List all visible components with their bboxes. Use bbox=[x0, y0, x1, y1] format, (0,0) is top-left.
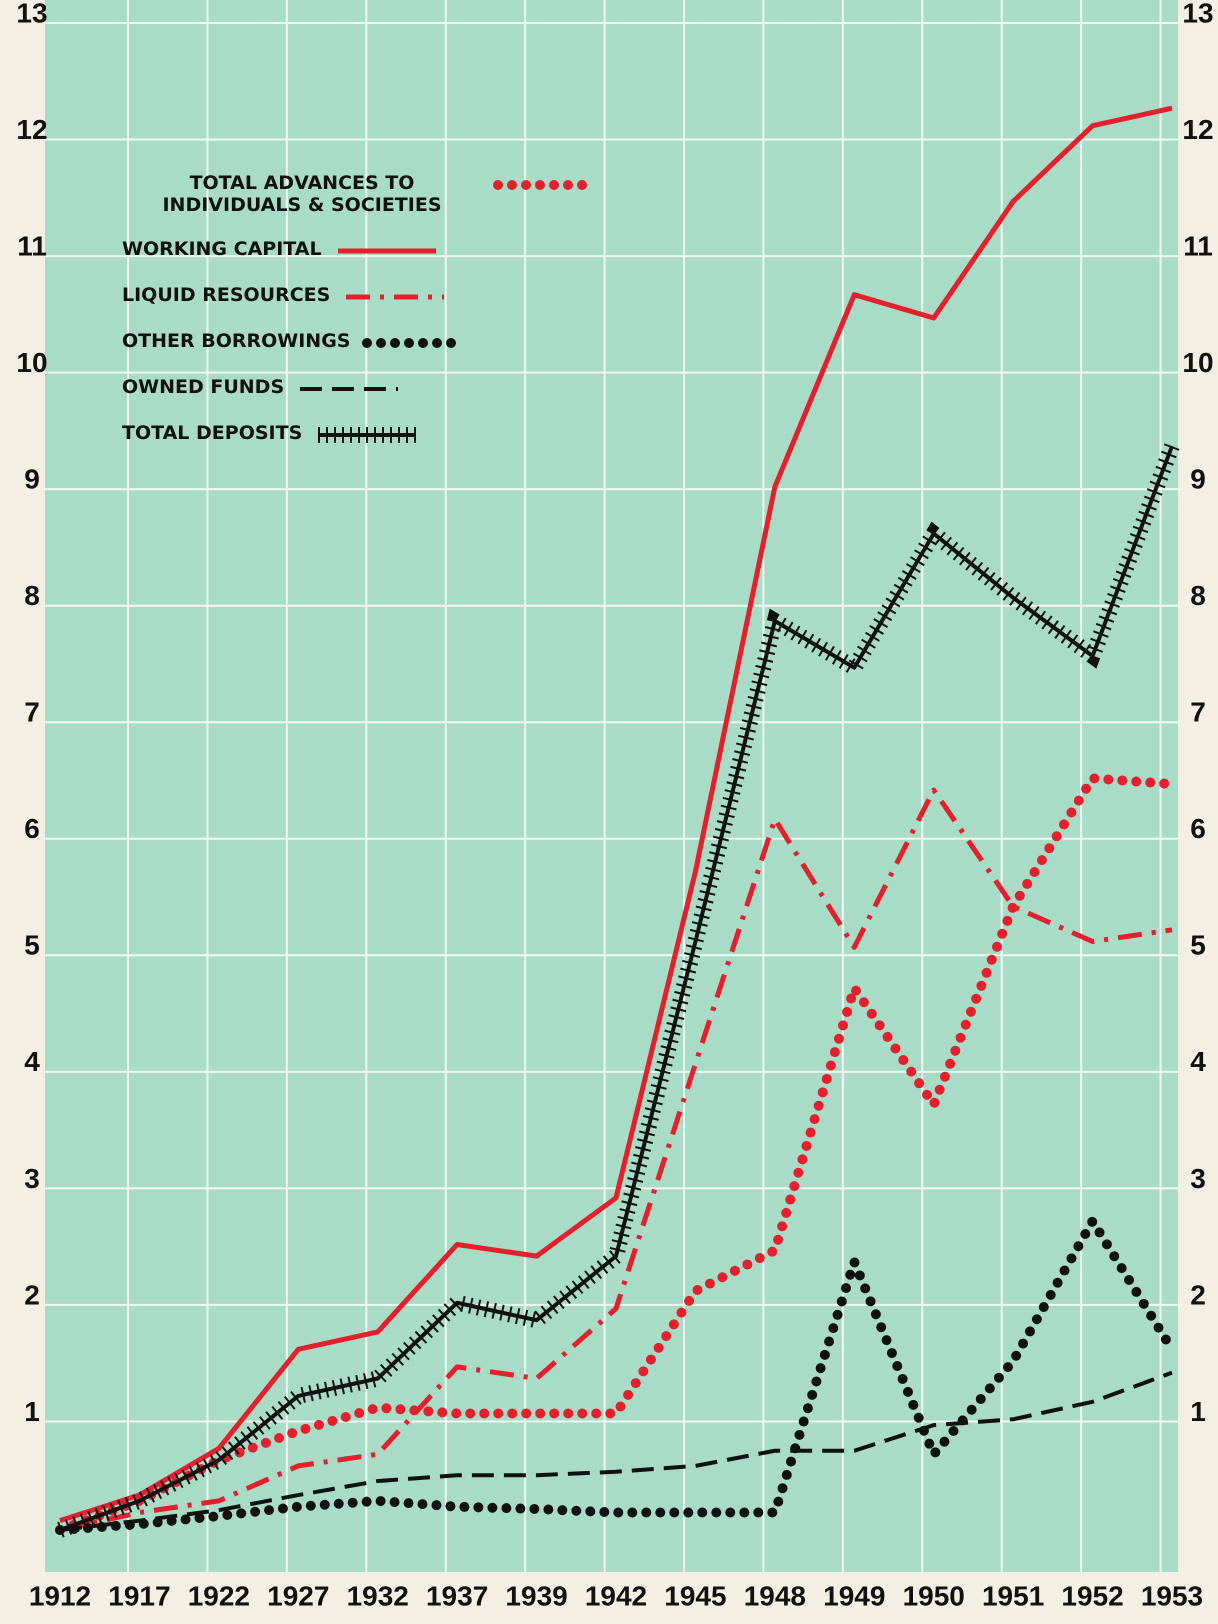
legend-entry: LIQUID RESOURCES bbox=[122, 284, 642, 308]
legend-label: OTHER BORROWINGS bbox=[122, 330, 351, 352]
y2-tick-label: 9 bbox=[1190, 464, 1206, 495]
legend-label: TOTAL DEPOSITS bbox=[122, 422, 303, 444]
y2-tick-label: 4 bbox=[1190, 1046, 1206, 1077]
y2-tick-label: 11 bbox=[1183, 230, 1213, 261]
x-tick-label: 1951 bbox=[982, 1580, 1044, 1611]
legend-label: LIQUID RESOURCES bbox=[122, 284, 331, 306]
y-tick-label: 9 bbox=[24, 464, 40, 495]
series-line bbox=[59, 1370, 1173, 1532]
y-tick-label: 11 bbox=[17, 230, 47, 261]
y2-tick-label: 3 bbox=[1190, 1163, 1206, 1194]
legend-entry: TOTAL ADVANCES TO INDIVIDUALS & SOCIETIE… bbox=[122, 172, 642, 216]
legend-swatch bbox=[346, 294, 445, 300]
y2-tick-label: 5 bbox=[1190, 930, 1206, 961]
y-tick-label: 3 bbox=[24, 1163, 40, 1194]
x-tick-label: 1948 bbox=[744, 1580, 806, 1611]
x-tick-label: 1912 bbox=[29, 1580, 91, 1611]
legend-entry: OWNED FUNDS bbox=[122, 376, 642, 400]
legend-entry: OTHER BORROWINGS bbox=[122, 330, 642, 354]
y2-tick-label: 10 bbox=[1182, 347, 1213, 378]
x-tick-label: 1932 bbox=[347, 1580, 409, 1611]
y-tick-label: 10 bbox=[16, 347, 47, 378]
y2-tick-label: 12 bbox=[1182, 114, 1213, 145]
legend-swatch bbox=[318, 427, 417, 443]
legend-swatch bbox=[337, 248, 436, 254]
legend-entry: TOTAL DEPOSITS bbox=[122, 422, 642, 446]
legend-label: WORKING CAPITAL bbox=[122, 238, 322, 260]
y-tick-label: 7 bbox=[24, 697, 40, 728]
series-line bbox=[59, 787, 1173, 1533]
legend: TOTAL ADVANCES TO INDIVIDUALS & SOCIETIE… bbox=[122, 172, 642, 468]
y2-tick-label: 8 bbox=[1190, 580, 1206, 611]
y-tick-label: 5 bbox=[24, 930, 40, 961]
y-tick-label: 6 bbox=[24, 813, 40, 844]
y2-tick-label: 2 bbox=[1190, 1279, 1206, 1310]
legend-entry: WORKING CAPITAL bbox=[122, 238, 642, 262]
y-tick-label: 8 bbox=[24, 580, 40, 611]
x-tick-label: 1922 bbox=[188, 1580, 250, 1611]
x-tick-label: 1917 bbox=[108, 1580, 170, 1611]
x-tick-label: 1927 bbox=[267, 1580, 329, 1611]
y2-tick-label: 7 bbox=[1190, 697, 1206, 728]
series-line bbox=[59, 105, 1173, 1524]
y-tick-label: 13 bbox=[16, 0, 47, 28]
y2-tick-label: 13 bbox=[1182, 0, 1213, 28]
x-tick-label: 1937 bbox=[426, 1580, 488, 1611]
legend-swatch bbox=[493, 180, 601, 190]
legend-swatch bbox=[361, 338, 470, 348]
y2-tick-label: 1 bbox=[1190, 1396, 1206, 1427]
y-tick-label: 2 bbox=[24, 1279, 40, 1310]
x-tick-label: 1950 bbox=[903, 1580, 965, 1611]
x-tick-label: 1949 bbox=[823, 1580, 885, 1611]
legend-label: OWNED FUNDS bbox=[122, 376, 285, 398]
x-tick-label: 1945 bbox=[664, 1580, 726, 1611]
y-tick-label: 4 bbox=[24, 1046, 40, 1077]
series-line bbox=[59, 445, 1174, 1532]
x-tick-label: 1942 bbox=[585, 1580, 647, 1611]
y-tick-label: 1 bbox=[24, 1396, 40, 1427]
x-tick-label: 1952 bbox=[1061, 1580, 1123, 1611]
y-tick-label: 12 bbox=[16, 114, 47, 145]
legend-label: TOTAL ADVANCES TO INDIVIDUALS & SOCIETIE… bbox=[162, 172, 442, 216]
y2-tick-label: 6 bbox=[1190, 813, 1206, 844]
legend-swatch bbox=[300, 387, 399, 391]
series-line bbox=[55, 1216, 1177, 1535]
x-tick-label: 1939 bbox=[505, 1580, 567, 1611]
series-line bbox=[55, 773, 1177, 1535]
x-tick-label: 1953 bbox=[1141, 1580, 1203, 1611]
